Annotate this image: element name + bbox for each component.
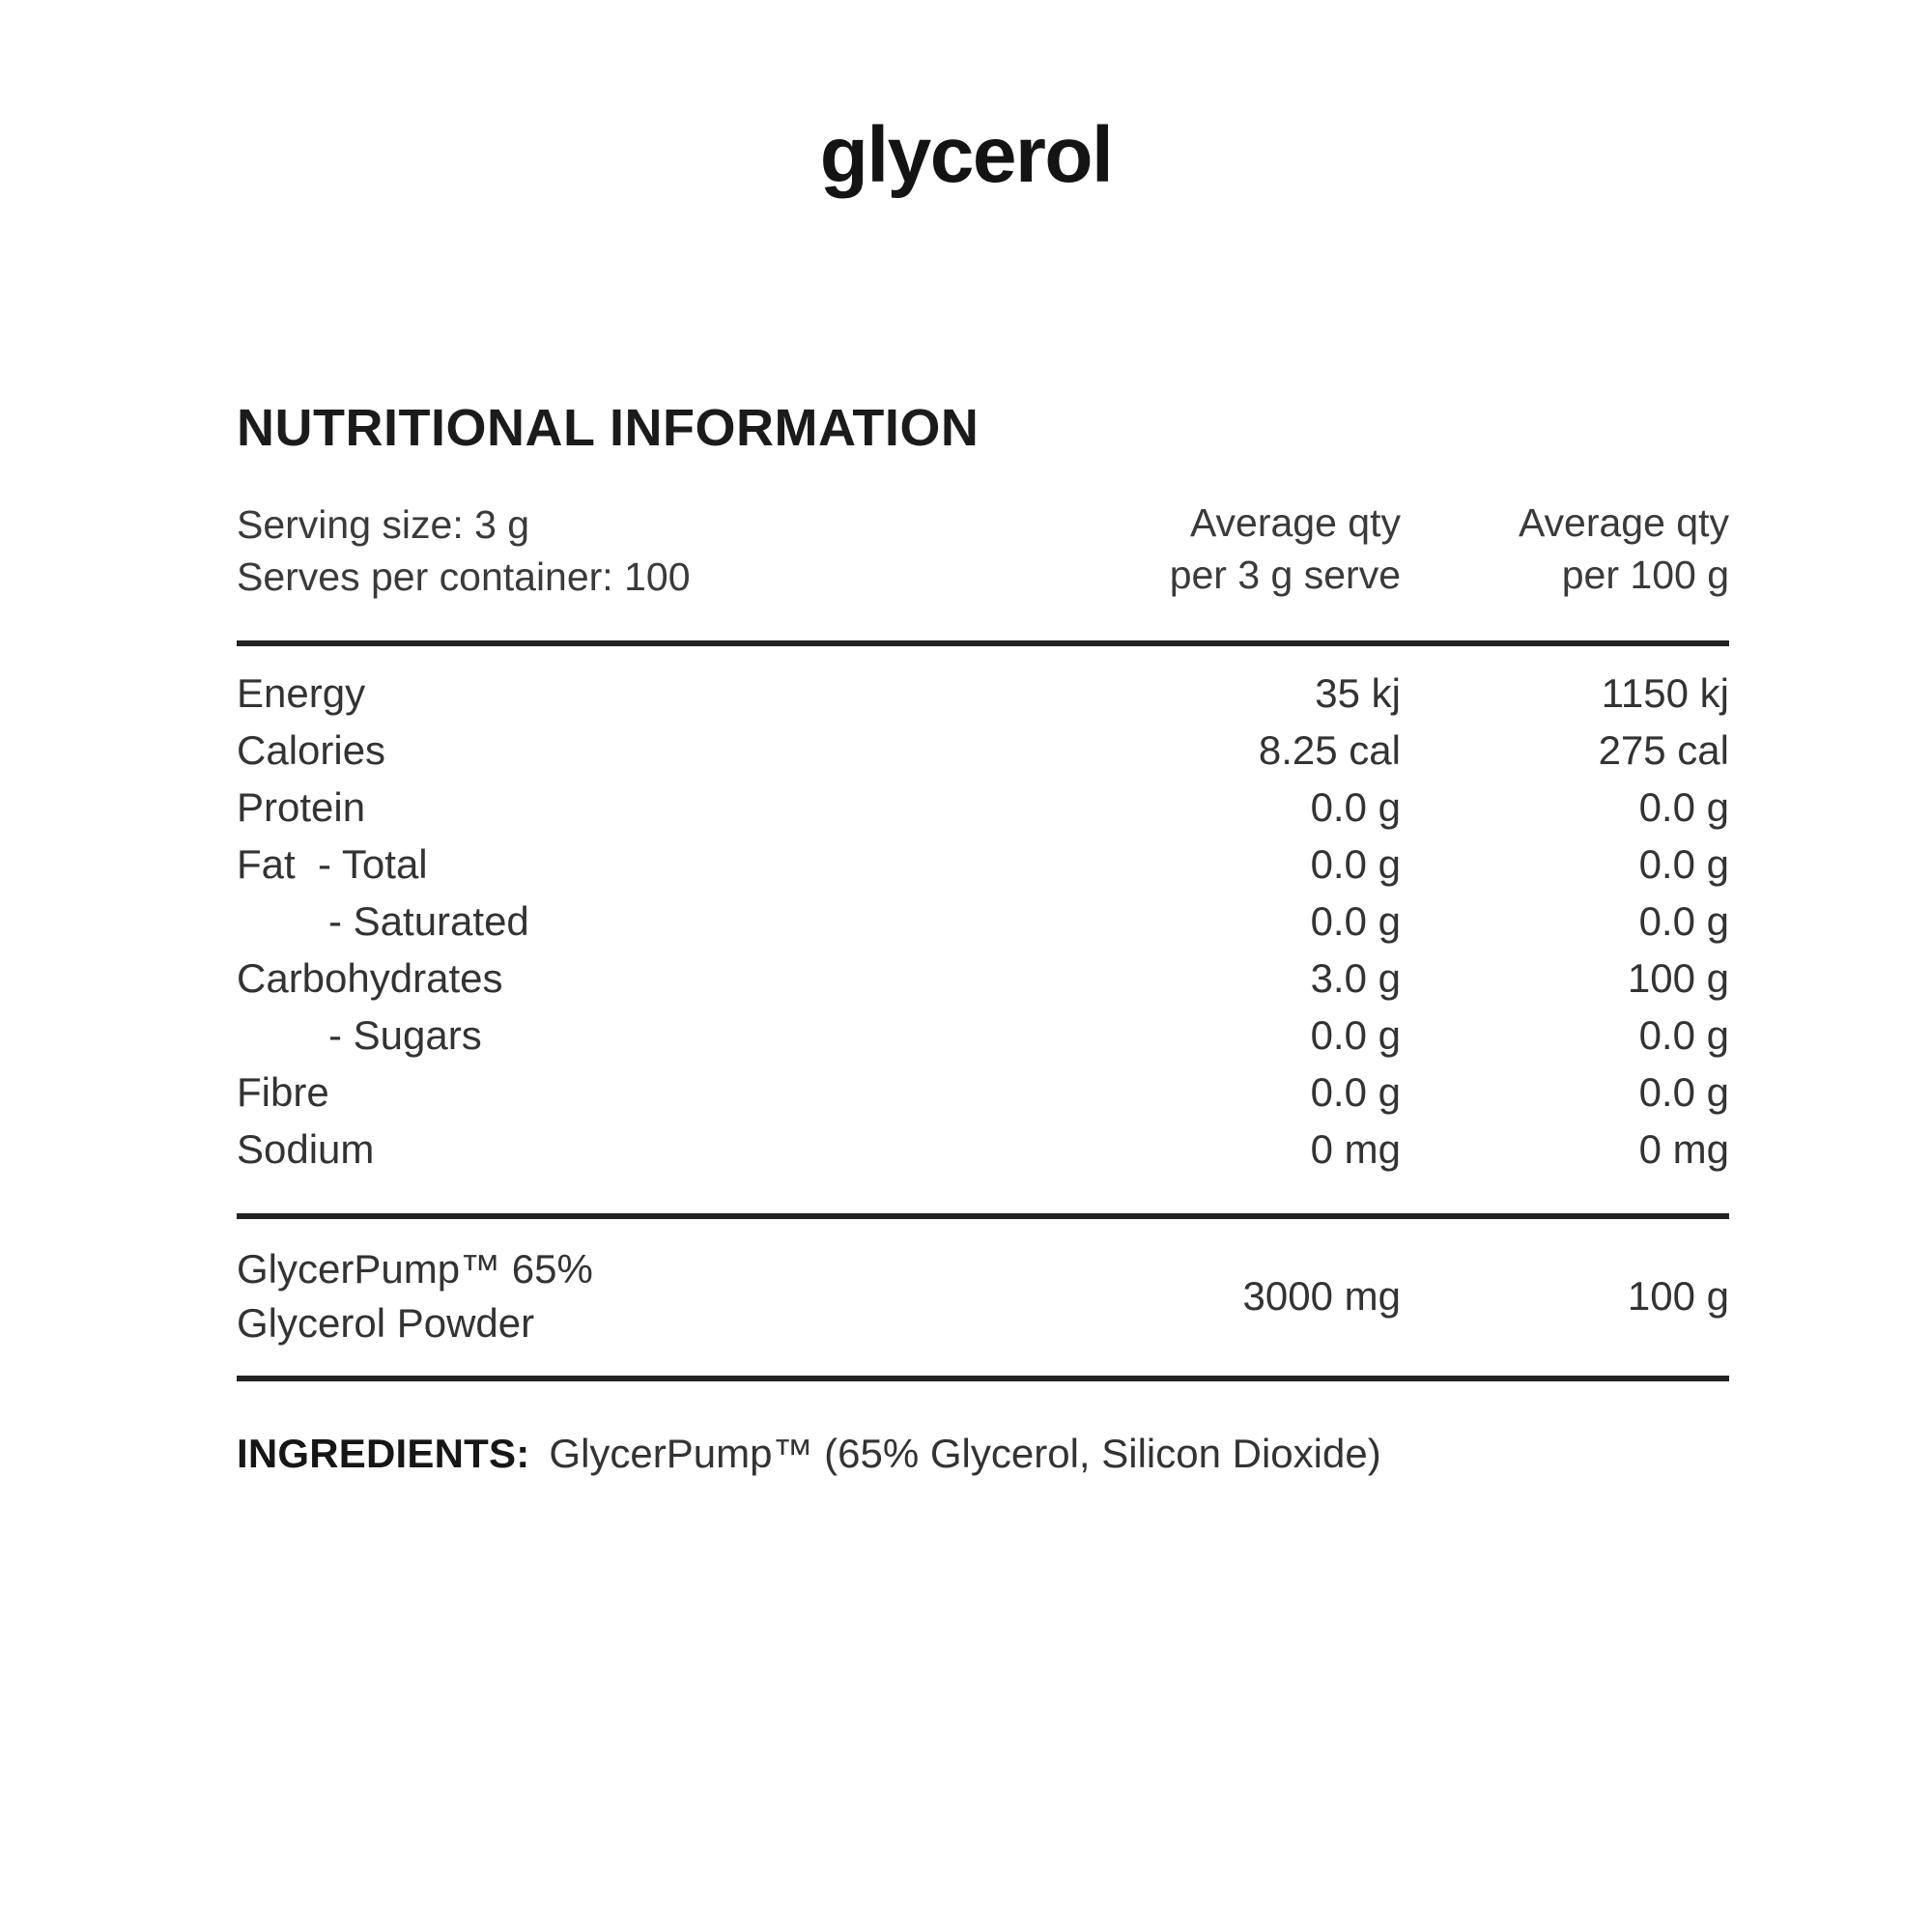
- column-headers: Average qty per 3 g serve Average qty pe…: [1099, 497, 1729, 601]
- nutrient-value-per-serve: 3.0 g: [1310, 954, 1401, 1001]
- nutrient-values: 0.0 g 0.0 g: [1099, 1068, 1729, 1115]
- nutrient-label: - Saturated: [328, 897, 529, 944]
- column-header-per-100g: Average qty per 100 g: [1401, 497, 1729, 601]
- table-row: Fibre 0.0 g 0.0 g: [237, 1068, 1729, 1129]
- nutrient-value-per-serve: 0.0 g: [1310, 1011, 1401, 1058]
- active-ingredient-row: GlycerPump™ 65% Glycerol Powder 3000 mg …: [237, 1219, 1729, 1377]
- active-ingredient-label: GlycerPump™ 65% Glycerol Powder: [237, 1242, 593, 1351]
- nutrient-values: 0.0 g 0.0 g: [1099, 783, 1729, 830]
- ingredients-section: INGREDIENTS: GlycerPump™ (65% Glycerol, S…: [237, 1381, 1729, 1482]
- nutrient-value-per-100g: 1150 kj: [1601, 669, 1729, 716]
- active-ingredient-label-line2: Glycerol Powder: [237, 1300, 535, 1347]
- nutrient-value-per-100g: 0.0 g: [1638, 897, 1729, 944]
- nutrient-values: 3.0 g 100 g: [1099, 954, 1729, 1001]
- column-header-per-serve-line2: per 3 g serve: [1169, 552, 1401, 597]
- nutrient-label: Sodium: [237, 1125, 375, 1172]
- nutrient-label: - Sugars: [328, 1011, 482, 1058]
- active-ingredient-label-line1: GlycerPump™ 65%: [237, 1245, 593, 1292]
- divider-middle: [237, 1212, 1729, 1219]
- column-header-per-100g-line1: Average qty: [1518, 499, 1729, 545]
- nutrient-value-per-100g: 0.0 g: [1638, 1068, 1729, 1115]
- table-row: Protein 0.0 g 0.0 g: [237, 783, 1729, 844]
- divider-bottom: [237, 1376, 1729, 1382]
- table-row: Energy 35 kj 1150 kj: [237, 669, 1729, 730]
- active-ingredient-per-serve: 3000 mg: [1242, 1273, 1401, 1320]
- nutrient-label: Fibre: [237, 1068, 329, 1115]
- column-header-per-serve: Average qty per 3 g serve: [1099, 497, 1401, 601]
- product-title: glycerol: [819, 111, 1114, 199]
- nutrient-label: Energy: [237, 669, 366, 716]
- nutrient-values: 0.0 g 0.0 g: [1099, 897, 1729, 944]
- nutrient-values: 8.25 cal 275 cal: [1099, 726, 1729, 773]
- nutrient-label: Fat - Total: [237, 840, 428, 887]
- table-row: - Sugars 0.0 g 0.0 g: [237, 1011, 1729, 1072]
- nutrient-values: 0.0 g 0.0 g: [1099, 840, 1729, 887]
- nutrient-value-per-100g: 275 cal: [1598, 726, 1729, 773]
- nutrient-value-per-100g: 0.0 g: [1638, 840, 1729, 887]
- nutrient-rows: Energy 35 kj 1150 kj Calories 8.25 cal 275 ca…: [237, 646, 1729, 1213]
- nutrient-label: Calories: [237, 726, 386, 773]
- nutrition-table-header: Serving size: 3 g Serves per container: …: [237, 497, 1729, 603]
- nutrient-value-per-serve: 0.0 g: [1310, 897, 1401, 944]
- page-title: NUTRITIONAL INFORMATION: [237, 399, 980, 457]
- nutrient-value-per-100g: 0.0 g: [1638, 783, 1729, 830]
- nutrition-panel: NUTRITIONAL INFORMATION Serving size: 3 …: [237, 401, 1729, 1482]
- column-header-per-100g-line2: per 100 g: [1561, 552, 1729, 597]
- nutrient-value-per-100g: 100 g: [1627, 954, 1729, 1001]
- nutrient-values: 0 mg 0 mg: [1099, 1125, 1729, 1172]
- table-row: Carbohydrates 3.0 g 100 g: [237, 954, 1729, 1015]
- nutrient-label: Protein: [237, 783, 366, 830]
- table-row: Calories 8.25 cal 275 cal: [237, 726, 1729, 787]
- nutrient-label: Carbohydrates: [237, 954, 503, 1001]
- nutrient-values: 0.0 g 0.0 g: [1099, 1011, 1729, 1058]
- nutrient-value-per-serve: 35 kj: [1315, 669, 1401, 716]
- table-row: Fat - Total 0.0 g 0.0 g: [237, 840, 1729, 901]
- table-row: - Saturated 0.0 g 0.0 g: [237, 897, 1729, 958]
- divider-top: [237, 639, 1729, 646]
- ingredients-label: INGREDIENTS:: [237, 1431, 530, 1477]
- table-row: Sodium 0 mg 0 mg: [237, 1125, 1729, 1186]
- column-header-per-serve-line1: Average qty: [1189, 499, 1401, 545]
- nutrient-value-per-serve: 0.0 g: [1310, 1068, 1401, 1115]
- nutrient-value-per-100g: 0.0 g: [1638, 1011, 1729, 1058]
- nutrient-values: 35 kj 1150 kj: [1099, 669, 1729, 716]
- ingredients-text: GlycerPump™ (65% Glycerol, Silicon Dioxi…: [549, 1431, 1381, 1477]
- nutrient-value-per-serve: 0.0 g: [1310, 840, 1401, 887]
- serving-info: Serving size: 3 g Serves per container: …: [237, 497, 691, 603]
- active-ingredient-values: 3000 mg 100 g: [1099, 1273, 1729, 1320]
- nutrient-value-per-100g: 0 mg: [1638, 1125, 1729, 1172]
- active-ingredient-per-100g: 100 g: [1627, 1273, 1729, 1320]
- nutrient-value-per-serve: 0 mg: [1310, 1125, 1401, 1172]
- nutrient-value-per-serve: 0.0 g: [1310, 783, 1401, 830]
- serving-size-text: Serving size: 3 g: [237, 501, 530, 547]
- serves-per-container-text: Serves per container: 100: [237, 554, 691, 599]
- nutrient-value-per-serve: 8.25 cal: [1258, 726, 1401, 773]
